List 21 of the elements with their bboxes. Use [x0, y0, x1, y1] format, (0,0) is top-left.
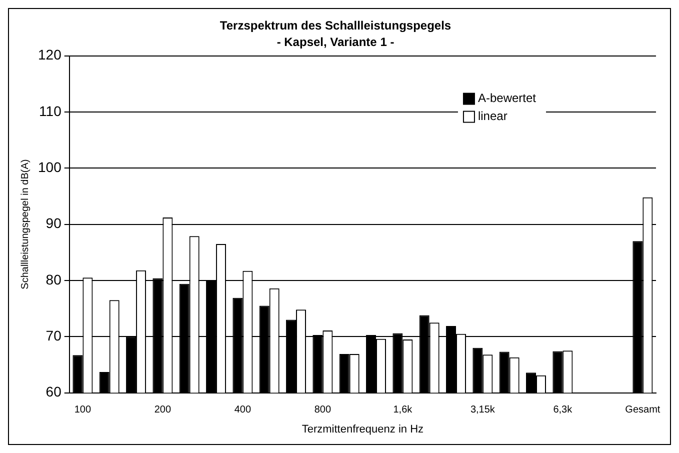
y-tick-label: 120	[38, 46, 62, 63]
y-tick-label: 90	[46, 215, 62, 232]
chart-subtitle: - Kapsel, Variante 1 -	[276, 34, 394, 49]
y-tick-label: 80	[46, 271, 62, 288]
x-tick-label: Gesamt	[625, 404, 660, 416]
y-tick-label: 110	[39, 102, 62, 119]
y-tick-label: 60	[46, 384, 62, 400]
x-tick-label: 1,6k	[393, 404, 414, 416]
legend-label: A-bewertet	[478, 91, 537, 106]
x-axis-title: Terzmittenfrequenz in Hz	[302, 423, 424, 436]
x-tick-label: 800	[314, 404, 332, 416]
chart-title: Terzspektrum des Schallleistungspegels	[220, 18, 452, 33]
x-tick-label: 100	[74, 404, 92, 416]
legend-label: linear	[478, 109, 508, 124]
x-tick-label: 200	[154, 404, 172, 416]
y-tick-label: 100	[38, 158, 62, 175]
y-axis-title: Schallleistungspegel in dB(A)	[20, 159, 31, 290]
x-tick-label: 400	[234, 404, 252, 416]
x-tick-label: 6,3k	[553, 404, 574, 416]
x-tick-label: 3,15k	[470, 404, 496, 416]
y-tick-label: 70	[46, 327, 62, 344]
